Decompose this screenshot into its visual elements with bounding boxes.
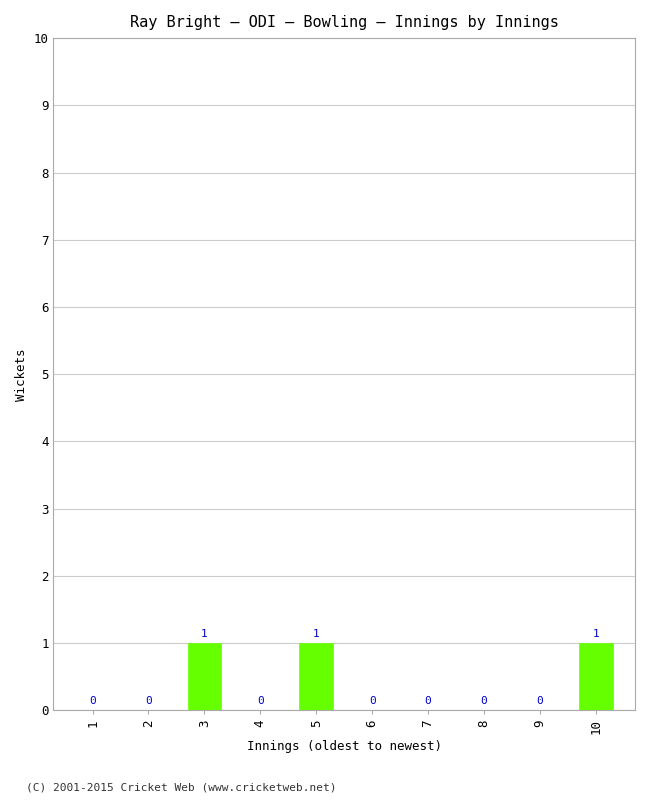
Text: 0: 0 xyxy=(536,696,543,706)
Text: 1: 1 xyxy=(593,629,599,639)
Text: (C) 2001-2015 Cricket Web (www.cricketweb.net): (C) 2001-2015 Cricket Web (www.cricketwe… xyxy=(26,782,337,792)
Text: 0: 0 xyxy=(89,696,96,706)
Text: 1: 1 xyxy=(201,629,208,639)
Text: 0: 0 xyxy=(424,696,432,706)
Bar xyxy=(300,643,333,710)
Text: 0: 0 xyxy=(145,696,152,706)
Text: 0: 0 xyxy=(480,696,488,706)
Text: 0: 0 xyxy=(257,696,264,706)
Bar xyxy=(188,643,221,710)
Text: 0: 0 xyxy=(369,696,376,706)
Text: 1: 1 xyxy=(313,629,320,639)
Y-axis label: Wickets: Wickets xyxy=(15,348,28,401)
X-axis label: Innings (oldest to newest): Innings (oldest to newest) xyxy=(247,740,442,753)
Title: Ray Bright – ODI – Bowling – Innings by Innings: Ray Bright – ODI – Bowling – Innings by … xyxy=(130,15,558,30)
Bar xyxy=(579,643,613,710)
